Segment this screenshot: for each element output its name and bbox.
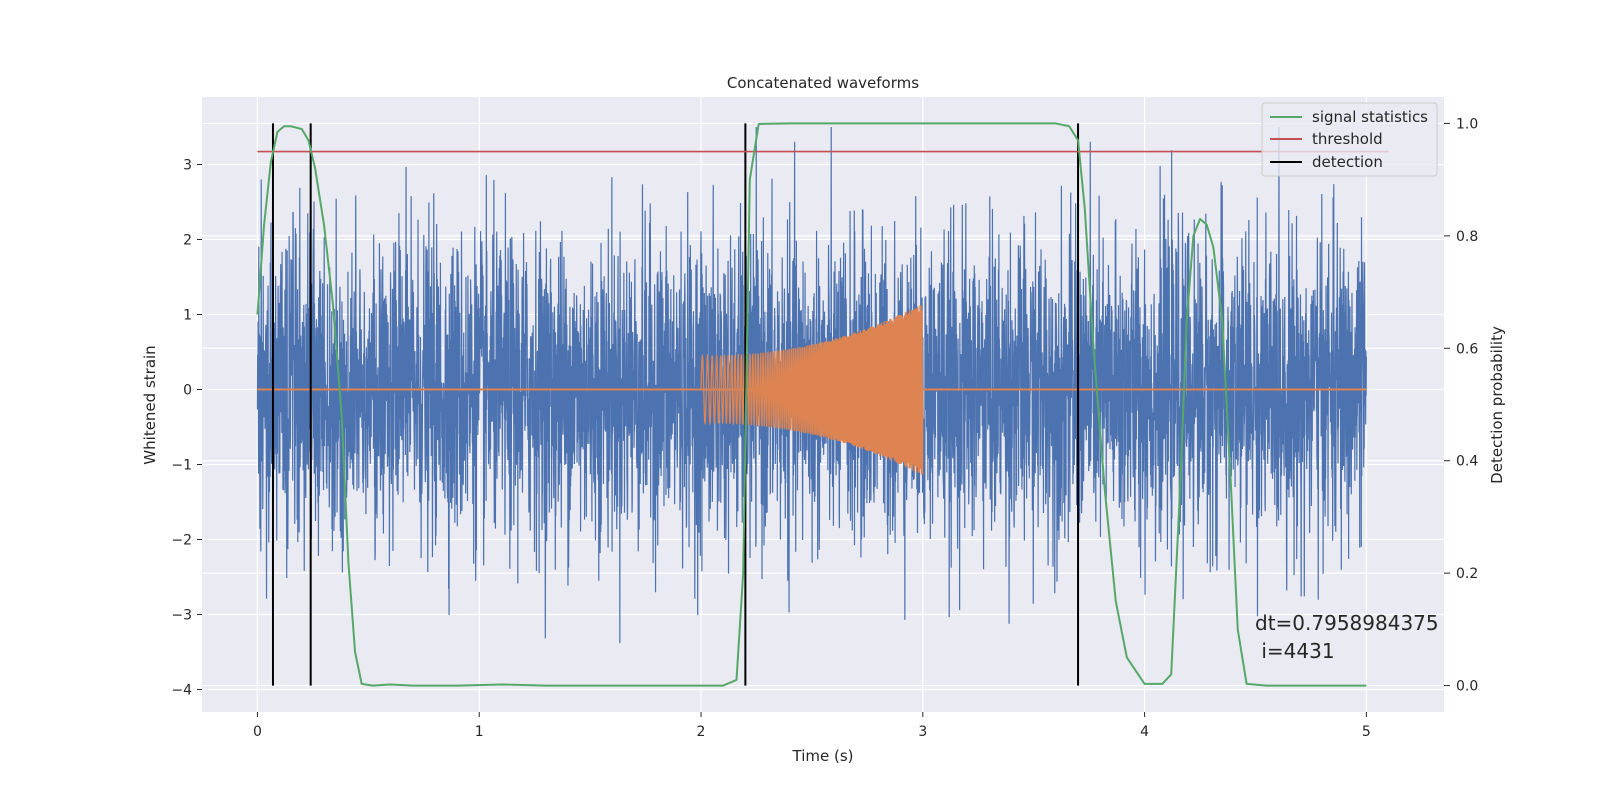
legend-box	[1261, 102, 1438, 177]
y2-tick-label-5: 1.0	[1456, 116, 1478, 132]
y2-tick-label-3: 0.6	[1456, 341, 1478, 357]
legend-label-signal-statistics: signal statistics	[1312, 108, 1428, 126]
x-tick-label-4: 4	[1140, 724, 1149, 740]
y2-axis-label: Detection probability	[1488, 326, 1506, 484]
y-tick-label-5: 1	[183, 308, 192, 324]
y2-tick-label-0: 0.0	[1456, 679, 1478, 695]
y-tick-label-1: −3	[171, 608, 192, 624]
x-axis-ticks: 0 1 2 3 4 5	[253, 712, 1371, 740]
x-tick-label-0: 0	[253, 724, 262, 740]
y2-tick-label-4: 0.8	[1456, 229, 1478, 245]
y-tick-label-3: −1	[171, 458, 192, 474]
x-tick-label-2: 2	[697, 724, 706, 740]
chart-title: Concatenated waveforms	[727, 74, 919, 92]
x-tick-label-3: 3	[918, 724, 927, 740]
legend-label-detection: detection	[1312, 153, 1383, 171]
y2-tick-label-1: 0.2	[1456, 566, 1478, 582]
y-axis-label: Whitened strain	[141, 345, 159, 464]
annotation-dt: dt=0.7958984375	[1255, 611, 1439, 635]
injected-signal-line	[700, 305, 924, 475]
y-tick-label-0: −4	[171, 683, 192, 699]
legend: signal statistics threshold detection	[1261, 102, 1438, 177]
y2-tick-label-2: 0.4	[1456, 454, 1478, 470]
signal-statistics-line	[256, 122, 1367, 687]
legend-label-threshold: threshold	[1312, 130, 1383, 148]
y-axis-ticks: −4 −3 −2 −1 0 1 2 3	[171, 158, 202, 699]
injected-signal-series	[257, 305, 1367, 475]
y-tick-label-2: −2	[171, 533, 192, 549]
y2-axis-ticks: 0.0 0.2 0.4 0.6 0.8 1.0	[1444, 116, 1478, 695]
x-axis-label: Time (s)	[792, 747, 854, 765]
x-tick-label-5: 5	[1362, 724, 1371, 740]
y-tick-label-7: 3	[183, 158, 192, 174]
y-tick-label-4: 0	[183, 383, 192, 399]
signal-statistics-series	[256, 122, 1389, 687]
annotation-i: i=4431	[1255, 639, 1335, 663]
y-tick-label-6: 2	[183, 233, 192, 249]
x-tick-label-1: 1	[475, 724, 484, 740]
